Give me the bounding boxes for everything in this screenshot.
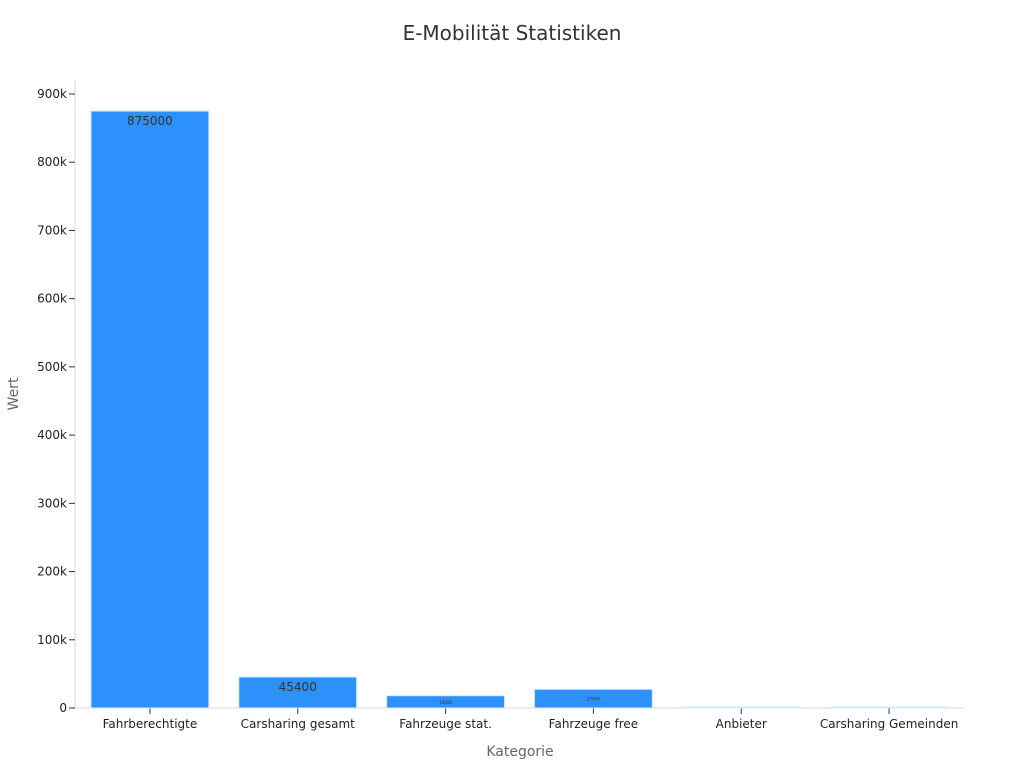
y-tick-label: 800k (37, 155, 67, 169)
x-tick-label: Fahrberechtigte (103, 717, 198, 731)
y-tick-label: 200k (37, 565, 67, 579)
x-tick-label: Carsharing gesamt (241, 717, 355, 731)
y-axis: 0 100k 200k 300k 400k 500k 600k 700k 800k 900k (37, 80, 76, 715)
chart-title: E-Mobilität Statistiken (403, 21, 622, 45)
x-axis: Fahrberechtigte Carsharing gesamt Fahrzeug… (75, 707, 964, 731)
x-tick-label: Fahrzeuge free (549, 717, 638, 731)
bar-value-label: 27400 (587, 697, 600, 702)
y-tick-label: 600k (37, 292, 67, 306)
bar-0[interactable] (90, 110, 210, 709)
x-tick-label: Anbieter (716, 717, 767, 731)
y-tick-label: 300k (37, 496, 67, 510)
x-tick-label: Carsharing Gemeinden (820, 717, 958, 731)
bars-group: 875000 45400 18000 27400 (90, 110, 949, 709)
y-tick-label: 0 (59, 701, 67, 715)
y-tick-label: 400k (37, 428, 67, 442)
y-tick-label: 700k (37, 223, 67, 237)
x-tick-label: Fahrzeuge stat. (399, 717, 492, 731)
bar-2[interactable] (386, 695, 505, 709)
bar-value-label: 45400 (279, 680, 317, 694)
bar-1[interactable] (238, 676, 358, 709)
y-tick-label: 100k (37, 633, 67, 647)
bar-3[interactable] (534, 688, 653, 709)
bar-5[interactable] (829, 706, 949, 709)
bar-4[interactable] (681, 706, 801, 709)
bar-value-label: 18000 (439, 700, 452, 705)
bar-value-label: 875000 (127, 114, 173, 128)
x-axis-title: Kategorie (486, 744, 553, 760)
y-tick-label: 500k (37, 360, 67, 374)
y-tick-label: 900k (37, 87, 67, 101)
y-axis-title: Wert (6, 377, 22, 410)
